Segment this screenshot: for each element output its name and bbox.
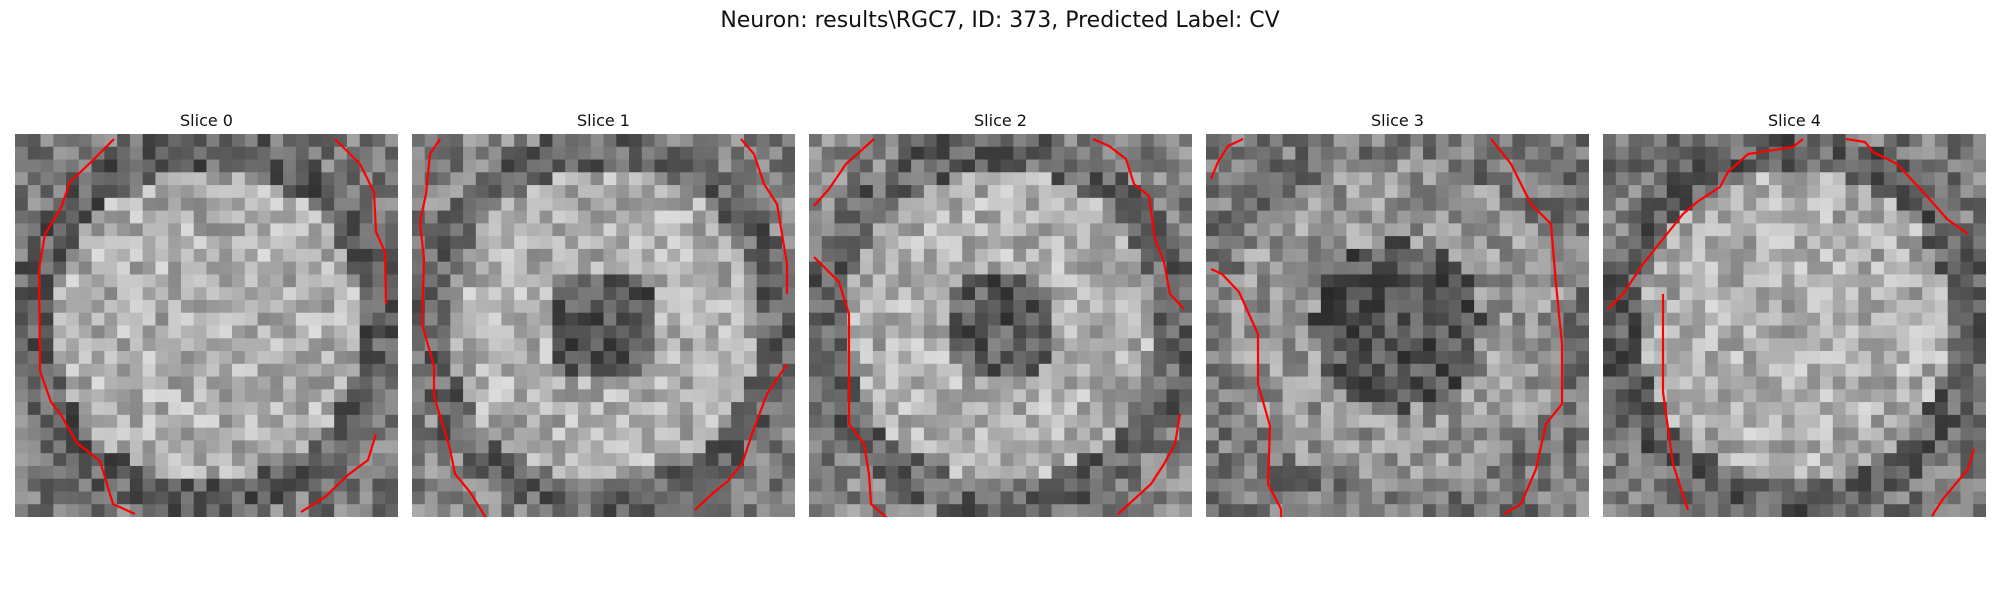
slice-panel-3: Slice 3 (1206, 110, 1589, 517)
slice-panel-4: Slice 4 (1603, 110, 1986, 517)
slice-4-pixels (1603, 134, 1986, 517)
slice-3-image (1206, 134, 1589, 517)
slice-4-contour-3 (1931, 448, 1976, 517)
slice-4-image (1603, 134, 1986, 517)
slice-0-contour-2 (300, 433, 378, 513)
slice-0-pixels (15, 134, 398, 517)
slice-0-title: Slice 0 (180, 111, 233, 130)
slice-4-contour-0 (1607, 138, 1804, 310)
slice-1-title: Slice 1 (577, 111, 630, 130)
slice-2-title: Slice 2 (974, 111, 1027, 130)
slice-0-contour-0 (37, 138, 136, 516)
slice-2-contour-0 (813, 138, 875, 207)
slice-2-contour-2 (1092, 137, 1185, 310)
slice-3-pixels (1206, 134, 1589, 517)
slice-4-title: Slice 4 (1768, 111, 1821, 130)
slice-2-contour-1 (813, 256, 888, 517)
slice-3-contour-1 (1210, 267, 1283, 517)
slice-0-contour-1 (334, 138, 388, 305)
slice-2-contour-3 (1117, 413, 1182, 515)
slice-1-contour-2 (694, 363, 788, 511)
slice-1-pixels (412, 134, 795, 517)
slice-1-contour-0 (418, 138, 487, 517)
figure-title: Neuron: results\RGC7, ID: 373, Predicted… (720, 8, 1280, 33)
slice-1-contour-1 (740, 138, 789, 294)
slice-panel-1: Slice 1 (412, 110, 795, 517)
slice-0-image (15, 134, 398, 517)
slice-3-contour-2 (1490, 138, 1564, 515)
slice-2-pixels (809, 134, 1192, 517)
slice-2-image (809, 134, 1192, 517)
slice-panel-0: Slice 0 (15, 110, 398, 517)
slice-3-contour-0 (1209, 138, 1244, 180)
slice-3-title: Slice 3 (1371, 111, 1424, 130)
slice-4-contour-2 (1661, 294, 1690, 511)
slice-panel-2: Slice 2 (809, 110, 1192, 517)
slice-1-image (412, 134, 795, 517)
slice-4-contour-1 (1845, 137, 1969, 235)
